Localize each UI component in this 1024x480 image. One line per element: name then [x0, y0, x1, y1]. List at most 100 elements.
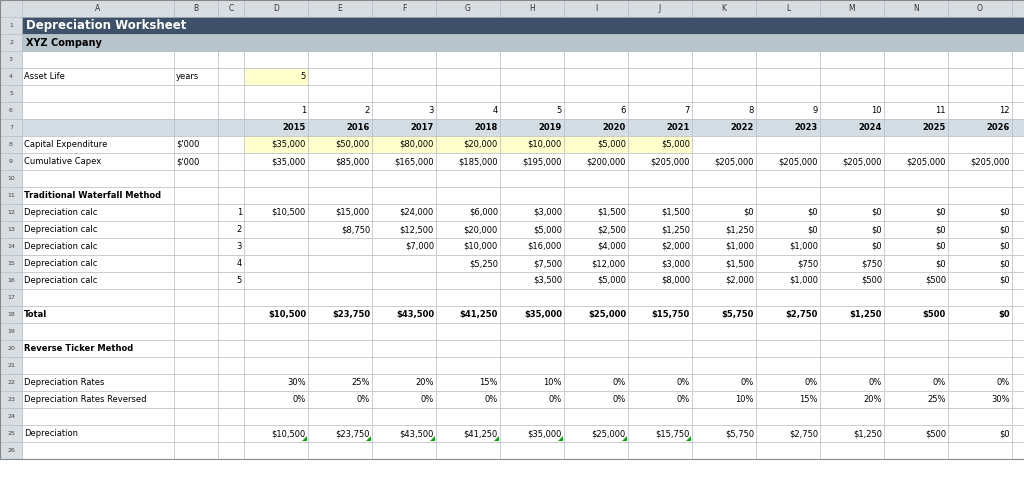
- Text: $35,000: $35,000: [271, 157, 306, 166]
- Text: $85,000: $85,000: [336, 157, 370, 166]
- Bar: [1012, 289, 1024, 306]
- Bar: [0, 51, 22, 68]
- Text: $15,000: $15,000: [336, 208, 370, 217]
- Bar: [0, 408, 22, 425]
- Bar: [308, 340, 372, 357]
- Text: 13: 13: [7, 227, 15, 232]
- Bar: [756, 306, 820, 323]
- Text: G: G: [465, 4, 471, 13]
- Bar: [1012, 221, 1024, 238]
- Text: $2,500: $2,500: [597, 225, 626, 234]
- Bar: [628, 187, 692, 204]
- Text: Capital Expenditure: Capital Expenditure: [24, 140, 108, 149]
- Text: $'000: $'000: [176, 140, 200, 149]
- Bar: [692, 374, 756, 391]
- Bar: [308, 68, 372, 85]
- Bar: [1012, 51, 1024, 68]
- Bar: [500, 374, 564, 391]
- Bar: [628, 85, 692, 102]
- Bar: [244, 289, 308, 306]
- Bar: [372, 357, 436, 374]
- Bar: [692, 391, 756, 408]
- Bar: [820, 374, 884, 391]
- Text: Reverse Ticker Method: Reverse Ticker Method: [24, 344, 133, 353]
- Bar: [500, 408, 564, 425]
- Bar: [218, 0, 244, 17]
- Bar: [820, 187, 884, 204]
- Text: Cumulative Capex: Cumulative Capex: [24, 157, 101, 166]
- Bar: [174, 85, 218, 102]
- Text: $1,000: $1,000: [725, 242, 754, 251]
- Text: 16: 16: [7, 278, 15, 283]
- Text: $6,000: $6,000: [469, 208, 498, 217]
- Bar: [820, 238, 884, 255]
- Text: 12: 12: [7, 210, 15, 215]
- Bar: [884, 68, 948, 85]
- Bar: [692, 221, 756, 238]
- Bar: [174, 136, 218, 153]
- Bar: [0, 221, 22, 238]
- Bar: [756, 68, 820, 85]
- Text: Depreciation calc: Depreciation calc: [24, 208, 97, 217]
- Text: $4,000: $4,000: [597, 242, 626, 251]
- Bar: [22, 17, 1024, 34]
- Bar: [22, 238, 174, 255]
- Text: H: H: [529, 4, 535, 13]
- Bar: [22, 51, 174, 68]
- Text: $1,000: $1,000: [790, 276, 818, 285]
- Text: 0%: 0%: [484, 395, 498, 404]
- Bar: [564, 238, 628, 255]
- Bar: [884, 51, 948, 68]
- Bar: [1012, 442, 1024, 459]
- Text: Depreciation Rates: Depreciation Rates: [24, 378, 104, 387]
- Bar: [174, 425, 218, 442]
- Bar: [884, 425, 948, 442]
- Bar: [820, 170, 884, 187]
- Bar: [500, 238, 564, 255]
- Text: $3,000: $3,000: [660, 259, 690, 268]
- Bar: [372, 85, 436, 102]
- Bar: [0, 425, 22, 442]
- Text: 2015: 2015: [283, 123, 306, 132]
- Text: $2,000: $2,000: [662, 242, 690, 251]
- Bar: [948, 340, 1012, 357]
- Bar: [372, 408, 436, 425]
- Text: 0%: 0%: [612, 395, 626, 404]
- Bar: [218, 170, 244, 187]
- Text: $1,250: $1,250: [853, 429, 882, 438]
- Text: Depreciation Worksheet: Depreciation Worksheet: [26, 19, 186, 32]
- Bar: [564, 374, 628, 391]
- Bar: [692, 408, 756, 425]
- Bar: [884, 289, 948, 306]
- Bar: [308, 85, 372, 102]
- Bar: [884, 204, 948, 221]
- Bar: [244, 374, 308, 391]
- Bar: [756, 187, 820, 204]
- Bar: [820, 306, 884, 323]
- Bar: [372, 374, 436, 391]
- Bar: [0, 340, 22, 357]
- Text: 5: 5: [237, 276, 242, 285]
- Text: $5,750: $5,750: [725, 429, 754, 438]
- Bar: [0, 102, 22, 119]
- Bar: [564, 442, 628, 459]
- Bar: [22, 221, 174, 238]
- Bar: [218, 85, 244, 102]
- Text: Depreciation calc: Depreciation calc: [24, 225, 97, 234]
- Bar: [0, 17, 22, 34]
- Bar: [174, 408, 218, 425]
- Text: $0: $0: [999, 242, 1010, 251]
- Bar: [1012, 272, 1024, 289]
- Text: $1,250: $1,250: [662, 225, 690, 234]
- Text: $35,000: $35,000: [527, 429, 562, 438]
- Bar: [308, 442, 372, 459]
- Text: $15,750: $15,750: [651, 310, 690, 319]
- Text: $35,000: $35,000: [524, 310, 562, 319]
- Text: $2,000: $2,000: [725, 276, 754, 285]
- Bar: [308, 238, 372, 255]
- Text: 14: 14: [7, 244, 15, 249]
- Bar: [948, 136, 1012, 153]
- Bar: [174, 0, 218, 17]
- Text: 2020: 2020: [603, 123, 626, 132]
- Text: J: J: [658, 4, 662, 13]
